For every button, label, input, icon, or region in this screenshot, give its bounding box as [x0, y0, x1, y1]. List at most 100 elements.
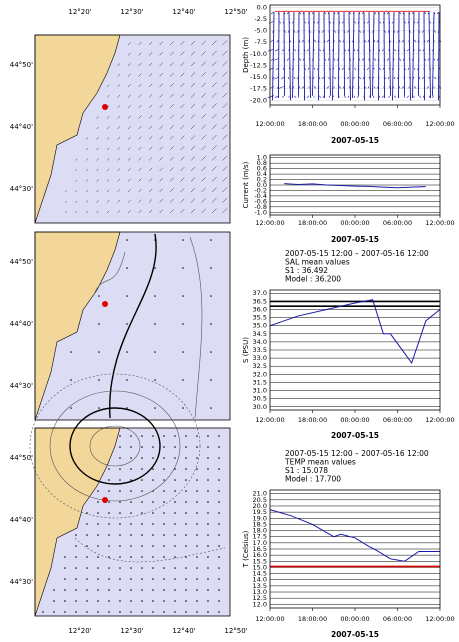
velocity-vector — [308, 30, 312, 33]
grid-point — [207, 512, 209, 514]
velocity-vector — [418, 48, 422, 52]
velocity-vector — [382, 67, 385, 70]
flow-vector — [222, 92, 228, 98]
grid-point — [163, 435, 165, 437]
velocity-vector — [347, 49, 350, 52]
grid-point — [163, 556, 165, 558]
grid-point — [130, 446, 132, 448]
velocity-vector — [297, 49, 300, 52]
flow-vector — [159, 104, 164, 109]
grid-point — [182, 351, 184, 353]
y-tick-label: 33.0 — [253, 354, 267, 362]
velocity-vector — [274, 48, 280, 52]
grid-point — [108, 512, 110, 514]
grid-point — [185, 534, 187, 536]
velocity-vector — [398, 58, 402, 61]
grid-point — [130, 479, 132, 481]
velocity-vector — [396, 76, 400, 80]
flow-vector — [180, 125, 185, 130]
grid-point — [86, 545, 88, 547]
flow-vector — [190, 93, 196, 98]
grid-point — [126, 295, 128, 297]
lat-label: 44°30' — [10, 382, 33, 390]
grid-point — [119, 567, 121, 569]
grid-point — [75, 611, 77, 613]
velocity-vector — [398, 39, 401, 43]
grid-point — [163, 490, 165, 492]
lon-label: 12°40' — [172, 8, 195, 16]
grid-point — [185, 479, 187, 481]
velocity-vector — [274, 95, 280, 98]
x-tick-label: 12:00:00 — [255, 416, 284, 424]
flow-vector — [201, 145, 206, 151]
flow-vector — [96, 189, 99, 193]
grid-point — [141, 600, 143, 602]
flow-vector — [211, 155, 217, 161]
grid-point — [126, 323, 128, 325]
flow-vector — [201, 72, 206, 77]
flow-vector — [148, 73, 153, 77]
grid-point — [196, 611, 198, 613]
velocity-vector — [378, 49, 381, 52]
velocity-column — [332, 12, 335, 101]
x-tick-label: 18:00:00 — [298, 615, 327, 623]
grid-point — [196, 523, 198, 525]
y-tick-label: 18.5 — [253, 520, 267, 528]
flow-vector — [127, 210, 131, 214]
flow-vector — [190, 72, 196, 77]
velocity-vector — [312, 76, 315, 80]
velocity-vector — [348, 11, 352, 15]
velocity-vector — [282, 67, 285, 70]
grid-point — [86, 578, 88, 580]
flow-vector — [190, 51, 196, 56]
y-tick-label: 15.0 — [253, 563, 267, 571]
velocity-column — [363, 12, 365, 101]
plot-area — [270, 5, 440, 105]
annotation: S1 : 36.492 — [285, 266, 328, 275]
flow-vector — [169, 51, 174, 56]
grid-point — [64, 611, 66, 613]
flow-vector — [127, 42, 131, 46]
x-tick-label: 00:00:00 — [340, 120, 369, 128]
grid-point — [53, 600, 55, 602]
flow-vector — [222, 124, 228, 130]
velocity-vector — [318, 30, 321, 33]
contour — [69, 407, 161, 485]
velocity-vector — [437, 30, 440, 33]
flow-vector — [159, 146, 164, 151]
map-frame — [34, 231, 231, 421]
velocity-vector — [396, 30, 400, 33]
flow-vector — [211, 208, 217, 214]
flow-vector — [190, 114, 196, 119]
flow-vector — [201, 40, 206, 46]
velocity-vector — [353, 67, 357, 71]
velocity-column — [428, 12, 431, 99]
grid-point — [141, 501, 143, 503]
grid-point — [185, 490, 187, 492]
x-tick-label: 18:00:00 — [298, 416, 327, 424]
velocity-vector — [373, 58, 377, 61]
flow-vector — [75, 169, 78, 172]
flow-vector — [96, 126, 99, 130]
flow-vector — [148, 167, 153, 172]
y-tick-label: 32.5 — [253, 362, 267, 370]
velocity-vector — [352, 58, 355, 61]
velocity-vector — [337, 76, 340, 80]
grid-point — [53, 589, 55, 591]
flow-vector — [169, 104, 174, 109]
y-tick-label: 14.5 — [253, 570, 267, 578]
grid-point — [119, 457, 121, 459]
grid-point — [108, 600, 110, 602]
grid-point — [218, 479, 220, 481]
grid-point — [119, 490, 121, 492]
grid-point — [119, 600, 121, 602]
y-tick-label: -5.0 — [254, 27, 267, 35]
y-tick-label: 0.2 — [257, 176, 267, 184]
velocity-vector — [341, 67, 345, 71]
velocity-vector — [423, 58, 427, 61]
grid-point — [210, 267, 212, 269]
y-axis-label: Current (m/s) — [242, 161, 250, 208]
station — [102, 104, 108, 110]
flow-vector — [96, 137, 99, 140]
flow-vector — [75, 200, 78, 203]
